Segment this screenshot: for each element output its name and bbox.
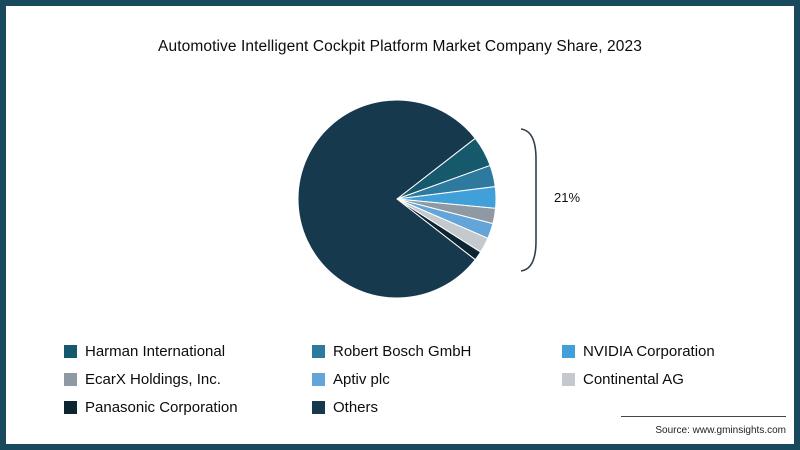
legend-swatch-icon <box>64 345 77 358</box>
legend-item-aptiv-plc: Aptiv plc <box>312 370 562 389</box>
bracket-percentage-label: 21% <box>554 190 581 205</box>
legend-swatch-icon <box>312 345 325 358</box>
legend-swatch-icon <box>312 401 325 414</box>
legend-label: Aptiv plc <box>333 371 390 388</box>
pie-chart <box>294 96 500 302</box>
legend-label: Continental AG <box>583 371 684 388</box>
legend-label: Robert Bosch GmbH <box>333 343 472 360</box>
legend-label: Harman International <box>85 343 226 360</box>
bracket-icon <box>520 128 537 272</box>
legend-swatch-icon <box>64 373 77 386</box>
pie-chart-svg <box>297 99 497 299</box>
bracket-annotation <box>518 127 544 273</box>
legend-item-harman-international: Harman International <box>64 342 312 361</box>
legend-swatch-icon <box>64 401 77 414</box>
source-block: Source: www.gminsights.com <box>621 416 786 438</box>
legend-label: NVIDIA Corporation <box>583 343 715 360</box>
legend-swatch-icon <box>312 373 325 386</box>
pie-slice-others <box>297 99 476 299</box>
legend-item-panasonic-corporation: Panasonic Corporation <box>64 398 312 417</box>
legend-swatch-icon <box>562 373 575 386</box>
source-text: Source: www.gminsights.com <box>655 425 786 436</box>
legend-item-ecarx-holdings-inc: EcarX Holdings, Inc. <box>64 370 312 389</box>
legend-item-nvidia-corporation: NVIDIA Corporation <box>562 342 764 361</box>
legend-item-continental-ag: Continental AG <box>562 370 764 389</box>
legend-item-robert-bosch-gmbh: Robert Bosch GmbH <box>312 342 562 361</box>
legend-label: Others <box>333 399 379 416</box>
legend-item-others: Others <box>312 398 562 417</box>
legend-swatch-icon <box>562 345 575 358</box>
legend: Harman International Robert Bosch GmbH NVI… <box>64 342 764 417</box>
legend-label: EcarX Holdings, Inc. <box>85 371 221 388</box>
legend-label: Panasonic Corporation <box>85 399 238 416</box>
chart-title: Automotive Intelligent Cockpit Platform … <box>158 38 642 55</box>
